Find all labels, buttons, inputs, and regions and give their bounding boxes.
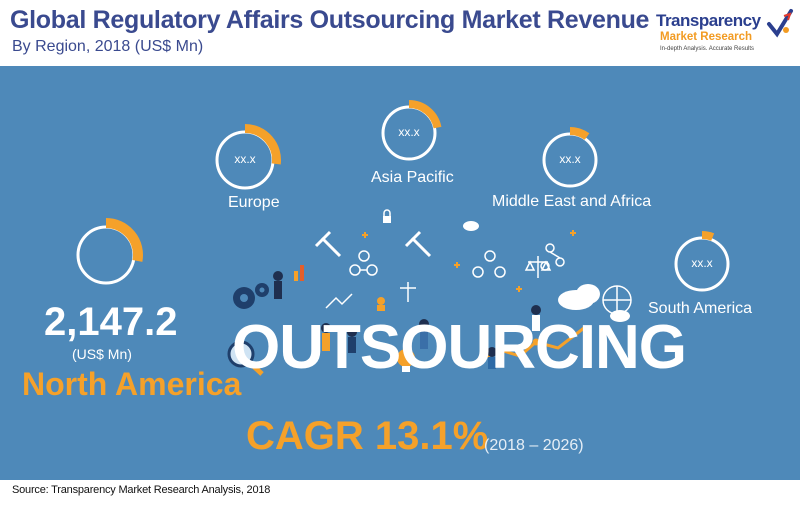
chart-subtitle: By Region, 2018 (US$ Mn)	[12, 38, 204, 55]
logo-line1: Transparency	[656, 11, 761, 30]
north-america-arc	[105, 218, 143, 262]
people-figures	[273, 271, 541, 369]
south-america-arc	[701, 231, 715, 241]
lightbulb-icon	[397, 349, 415, 372]
north-america-unit: (US$ Mn)	[72, 346, 132, 362]
europe-arc	[244, 124, 281, 165]
cloud-icon	[463, 221, 630, 322]
south-america-label: South America	[648, 300, 753, 317]
gavel-icon	[314, 230, 432, 258]
chart-title: Global Regulatory Affairs Outsourcing Ma…	[10, 6, 650, 34]
asia-pacific-label: Asia Pacific	[371, 169, 454, 186]
magnifier-icon	[227, 340, 264, 376]
asia-pacific-value: xx.x	[398, 125, 420, 139]
cagr-period: (2018 – 2026)	[484, 437, 584, 454]
north-america-value: 2,147.2	[44, 300, 178, 344]
middle-east-and-africa-label: Middle East and Africa	[492, 193, 652, 210]
logo-check-icon	[767, 9, 793, 38]
footer	[0, 480, 800, 505]
header: Global Regulatory Affairs Outsourcing Ma…	[0, 0, 800, 66]
asia-pacific-arc	[408, 100, 442, 129]
region-rings	[76, 100, 730, 292]
tmr-logo: Transparency Market Research In-depth An…	[648, 8, 793, 60]
lock-icon	[383, 209, 391, 223]
gear-icon	[233, 283, 269, 309]
sparkle-icon	[362, 230, 576, 292]
europe-label: Europe	[228, 194, 280, 211]
middle-east-and-africa-arc	[569, 127, 590, 140]
cagr-value: CAGR 13.1%	[246, 414, 489, 458]
south-america-value: xx.x	[691, 256, 713, 270]
middle-east-and-africa-value: xx.x	[559, 152, 581, 166]
growth-chart-icon	[294, 265, 353, 309]
europe-value: xx.x	[234, 152, 256, 166]
chart-panel	[0, 66, 800, 480]
outsourcing-word: OUTSOURCING	[232, 313, 687, 382]
logo-tagline: In-depth Analysis. Accurate Results	[660, 46, 755, 52]
north-america-label: North America	[22, 366, 242, 402]
logo-line2: Market Research	[660, 31, 753, 43]
source-note: Source: Transparency Market Research Ana…	[12, 484, 271, 496]
illustration	[76, 100, 730, 376]
scales-icon	[400, 256, 552, 302]
